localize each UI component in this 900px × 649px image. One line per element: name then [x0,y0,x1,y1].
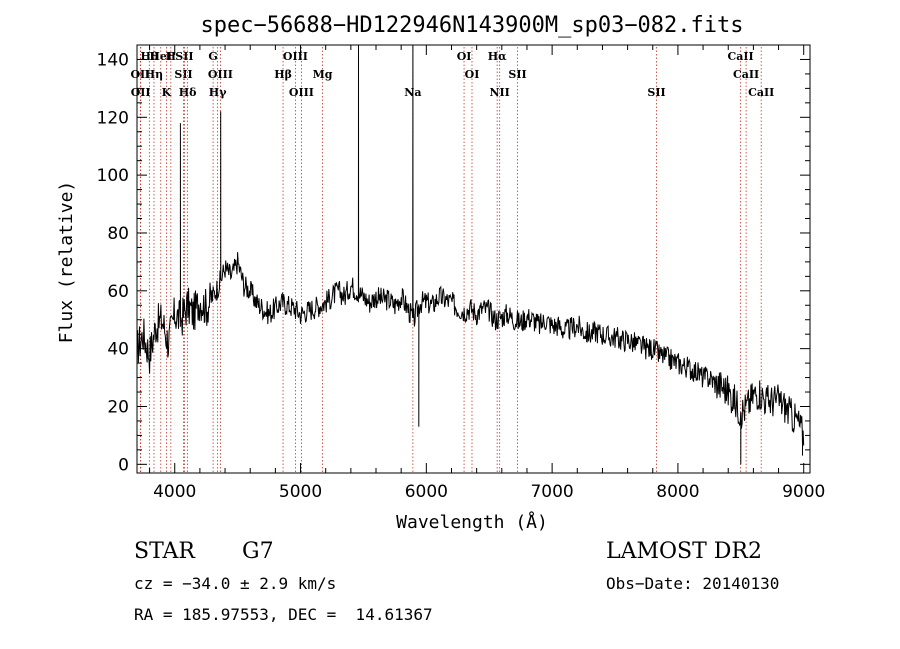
redshift-readout: cz = −34.0 ± 2.9 km/s [134,574,337,593]
spectral-line-label: H [166,50,176,63]
axis-ticks [137,45,810,473]
y-tick-label: 60 [107,282,129,302]
spectral-line-label: SII [174,68,192,81]
x-axis-label: Wavelength (Å) [396,511,548,533]
spectral-line-label: OII [131,86,151,99]
spectral-line-label: OII [130,68,150,81]
spectral-line-label: OIII [289,86,314,99]
chart-title: spec−56688−HD122946N143900M_sp03−082.fit… [200,13,743,38]
spectral-line-label: Hη [145,68,163,81]
object-type: STAR [134,539,195,564]
spectral-line-label: NII [489,86,509,99]
axis-tick-labels: 4000 5000 6000 7000 8000 9000 0 20 40 60 80 100 120 1… [97,50,826,502]
spectrum-line [136,44,805,465]
x-tick-label: 8000 [656,482,699,502]
survey-name: LAMOST DR2 [606,539,762,564]
plot-frame [136,44,811,474]
spectral-line-label: SII [647,86,665,99]
spectral-line-label: CaII [727,50,753,63]
x-tick-label: 4000 [153,482,196,502]
y-tick-label: 140 [97,50,129,70]
spectral-line-label: OI [465,68,480,81]
observation-date: Obs−Date: 20140130 [606,574,780,593]
spectral-line-label: Mg [313,68,333,81]
spectral-line-label: OI [457,50,472,63]
spectrum-series [136,44,805,465]
x-tick-label: 7000 [530,482,573,502]
spectral-line-label: SII [175,50,193,63]
spectral-line-label: SII [508,68,526,81]
x-tick-label: 5000 [279,482,322,502]
spectral-line-markers: HθOIIOIIHeIHηKHSIIHδSIIOIIIHγGHβOIIIOIII… [130,47,774,473]
spectral-line-label: K [162,86,172,99]
spectral-line-label: HeI [150,50,173,63]
spectral-line-label: OIII [283,50,308,63]
y-tick-label: 80 [107,224,129,244]
spectral-line-label: G [208,50,217,63]
y-tick-label: 0 [118,455,129,475]
spectral-line-label: Hγ [209,86,227,99]
y-tick-label: 100 [97,166,129,186]
x-tick-label: 6000 [405,482,448,502]
y-tick-label: 40 [107,340,129,360]
spectral-line-label: CaII [733,68,759,81]
y-axis-label: Flux (relative) [56,181,77,344]
y-tick-label: 20 [107,397,129,417]
coordinates-readout: RA = 185.97553, DEC = 14.61367 [134,605,433,624]
y-tick-label: 120 [97,108,129,128]
spectral-line-label: Hβ [274,68,292,81]
x-tick-label: 9000 [782,482,825,502]
spectral-line-label: Hα [488,50,507,63]
spectral-line-label: Hδ [179,86,197,99]
object-subclass: G7 [242,539,274,564]
spectral-line-label: CaII [748,86,774,99]
spectral-line-label: OIII [208,68,233,81]
